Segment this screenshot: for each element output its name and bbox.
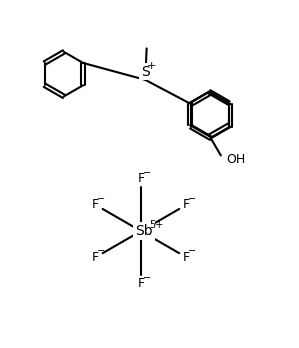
Text: +: + (147, 61, 156, 71)
Text: S: S (141, 65, 150, 79)
Text: −: − (188, 194, 196, 204)
Text: F: F (183, 198, 190, 212)
Text: −: − (188, 246, 196, 256)
Text: −: − (97, 194, 106, 204)
Text: OH: OH (227, 153, 246, 166)
Text: F: F (137, 172, 144, 185)
Text: Sb: Sb (135, 224, 153, 238)
Text: F: F (92, 198, 99, 212)
Text: F: F (137, 277, 144, 290)
Text: −: − (97, 246, 106, 256)
Text: −: − (143, 272, 151, 283)
Text: F: F (92, 251, 99, 264)
Text: 5+: 5+ (150, 220, 164, 230)
Text: −: − (143, 168, 151, 178)
Text: F: F (183, 251, 190, 264)
